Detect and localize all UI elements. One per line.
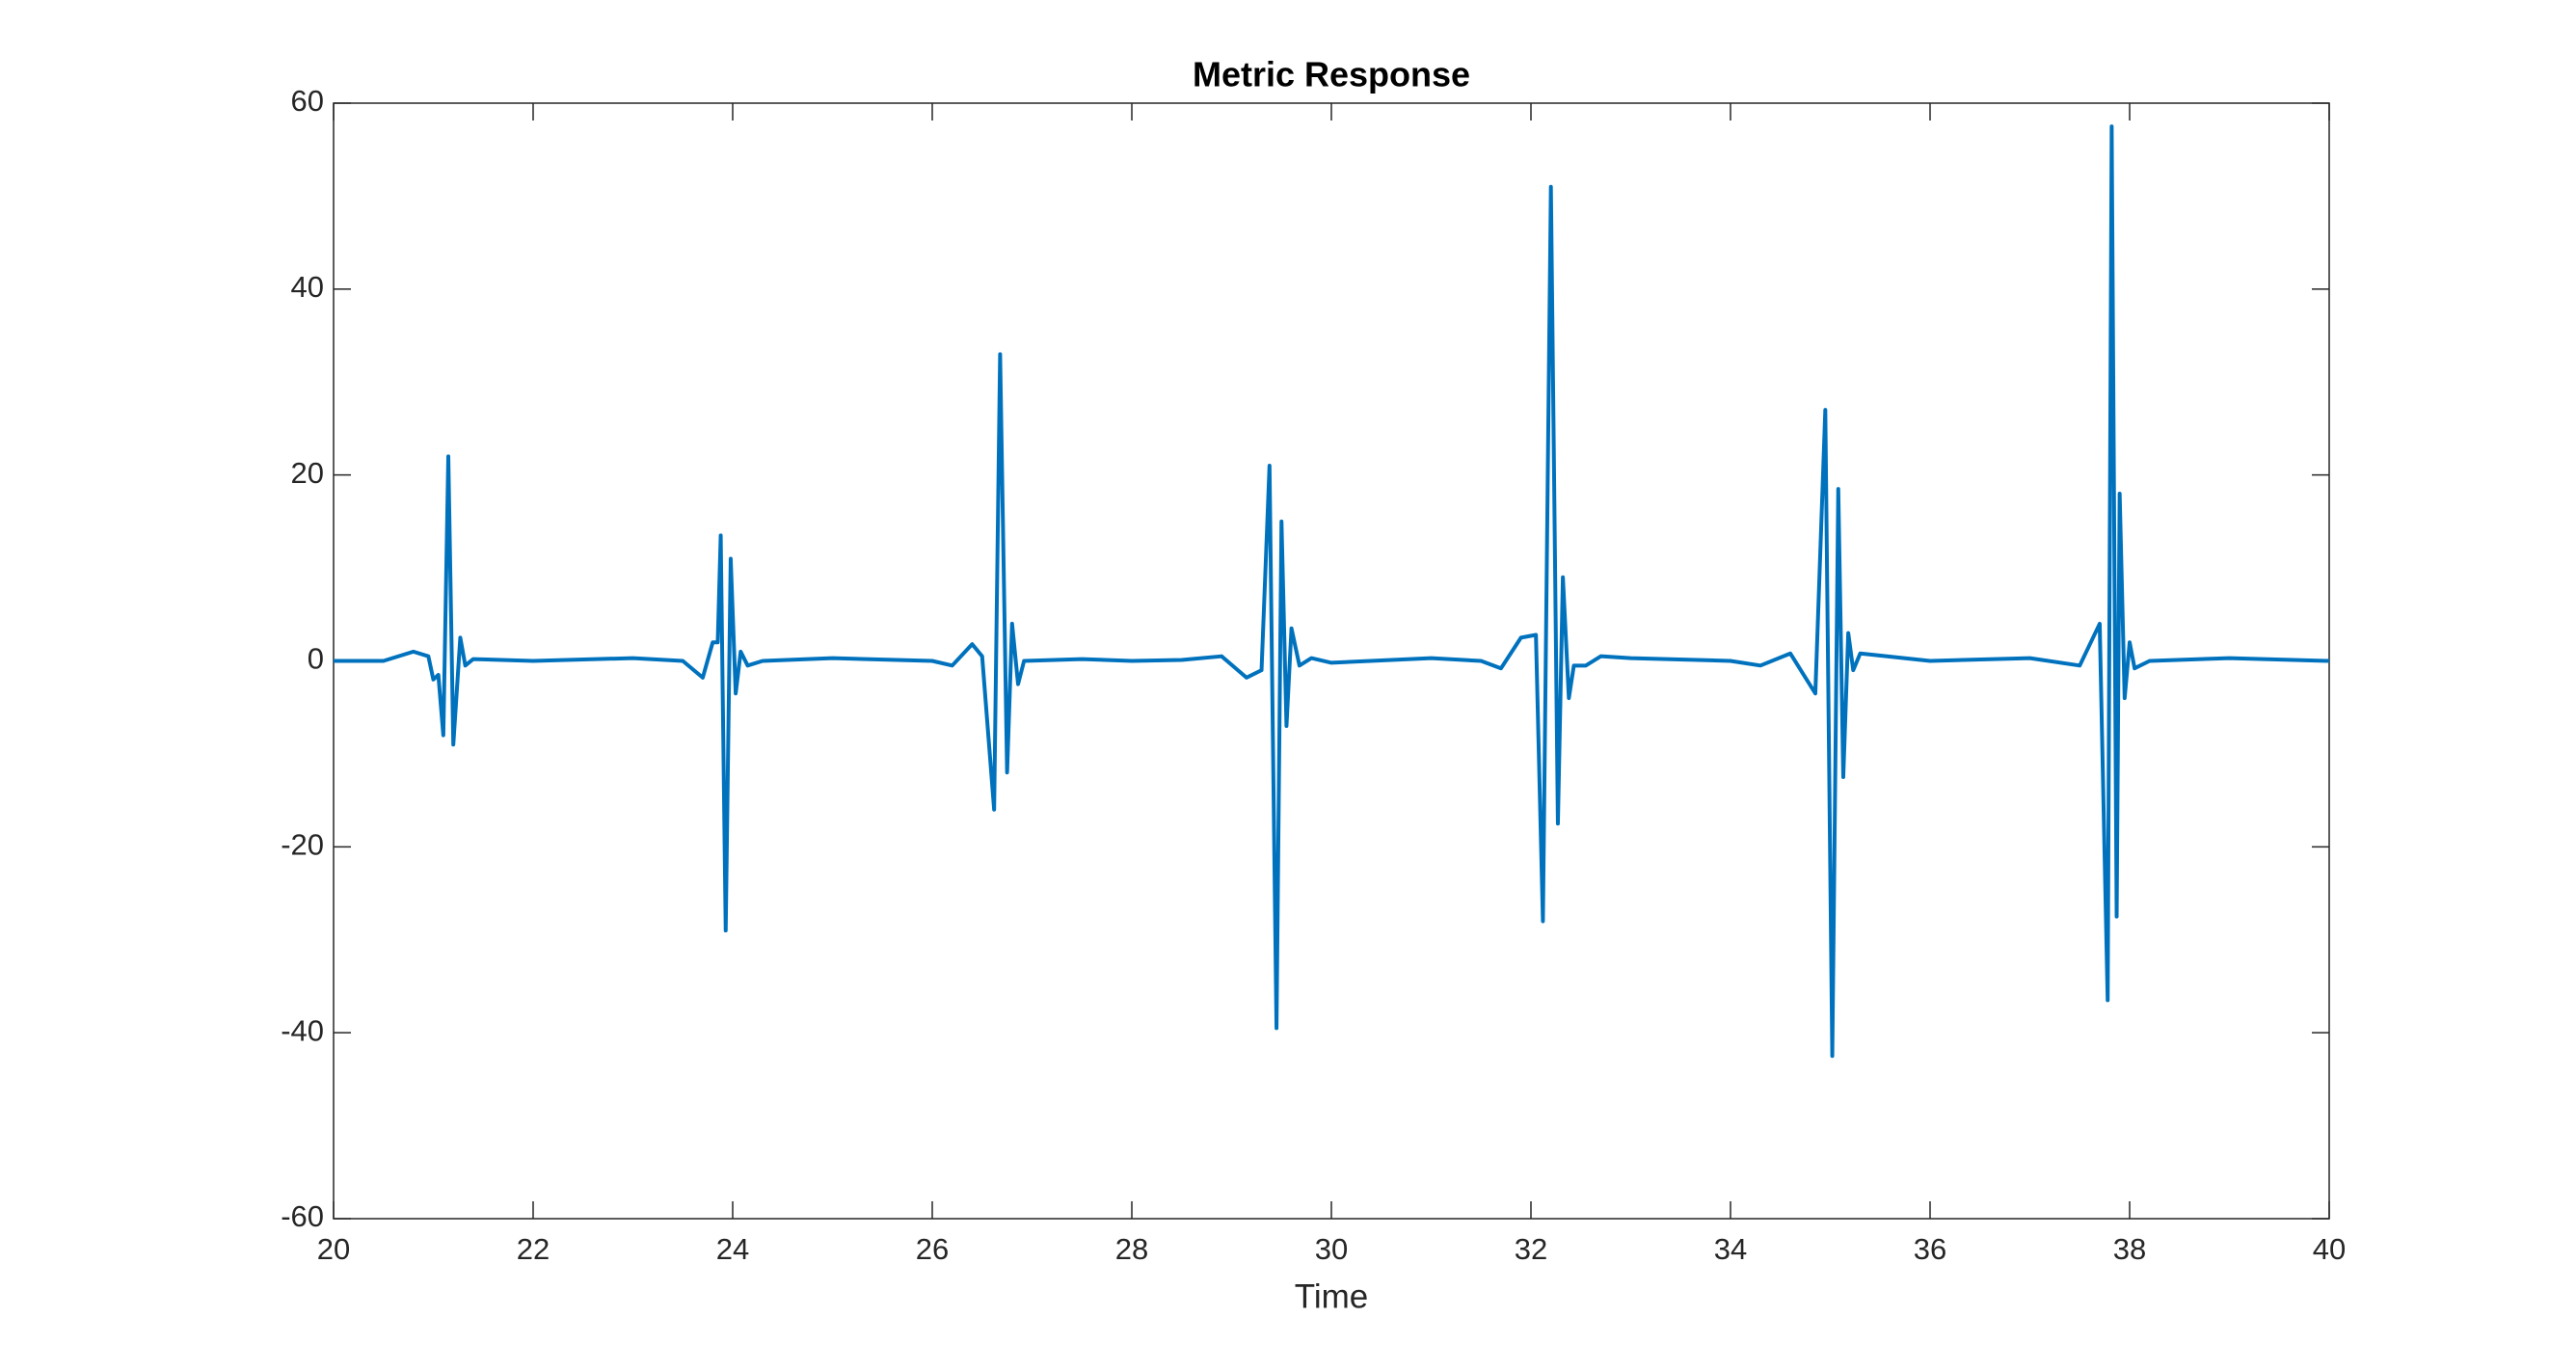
x-tick-label: 28 xyxy=(1115,1232,1148,1266)
x-tick-label: 32 xyxy=(1515,1232,1547,1266)
x-tick-label: 26 xyxy=(916,1232,949,1266)
y-tick-label: 20 xyxy=(291,456,324,490)
x-axis-label: Time xyxy=(1295,1277,1368,1315)
y-tick-label: -20 xyxy=(281,828,324,862)
x-tick-label: 24 xyxy=(716,1232,749,1266)
x-tick-label: 36 xyxy=(1914,1232,1946,1266)
y-tick-label: -60 xyxy=(281,1199,324,1233)
x-tick-label: 22 xyxy=(517,1232,550,1266)
y-tick-label: 0 xyxy=(308,642,324,676)
x-tick-label: 40 xyxy=(2313,1232,2346,1266)
x-tick-label: 38 xyxy=(2113,1232,2146,1266)
y-tick-label: -40 xyxy=(281,1013,324,1047)
chart-title: Metric Response xyxy=(1193,55,1470,94)
x-tick-label: 20 xyxy=(317,1232,350,1266)
line-series xyxy=(334,124,2330,1059)
y-tick-label: 40 xyxy=(291,270,324,304)
x-tick-label: 34 xyxy=(1714,1232,1747,1266)
y-tick-label: 60 xyxy=(291,84,324,118)
x-tick-label: 30 xyxy=(1315,1232,1348,1266)
